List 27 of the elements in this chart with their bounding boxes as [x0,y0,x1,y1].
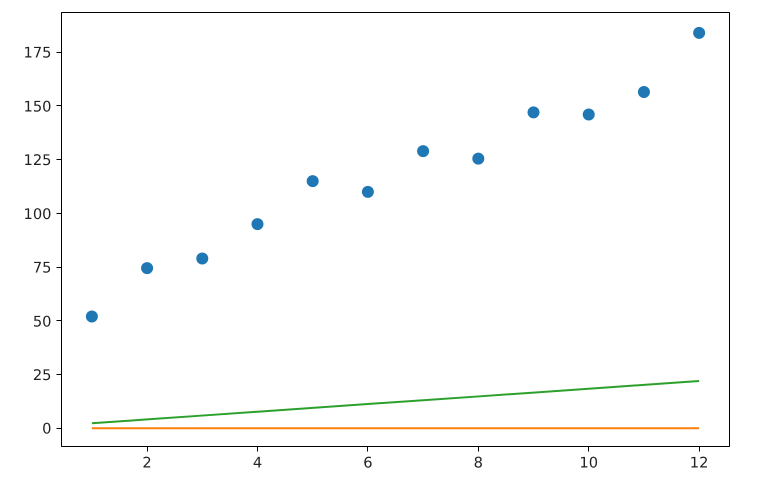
x-tick-label: 8 [474,454,483,472]
point [86,310,98,323]
y-tick-label: 25 [32,367,52,384]
point [472,152,484,165]
x-tick-label: 6 [363,454,373,472]
x-tick-label: 10 [579,454,598,472]
point [582,108,595,121]
y-tick-label: 150 [24,98,52,116]
point [638,86,650,98]
point [417,145,430,158]
point [196,252,208,264]
point [693,26,706,39]
point [141,262,154,274]
y-tick-label: 125 [24,152,52,170]
y-tick-label: 100 [24,206,52,223]
point [528,106,540,118]
y-tick-label: 50 [32,313,52,330]
y-tick-label: 0 [42,420,52,438]
x-tick-label: 12 [690,454,708,472]
point [362,186,374,198]
y-tick-label: 175 [24,44,52,62]
y-tick-label: 75 [32,260,52,277]
point [251,218,264,230]
line-series [90,380,700,424]
x-tick-label: 2 [142,454,152,472]
x-tick-label: 4 [252,454,262,472]
point [306,175,319,188]
